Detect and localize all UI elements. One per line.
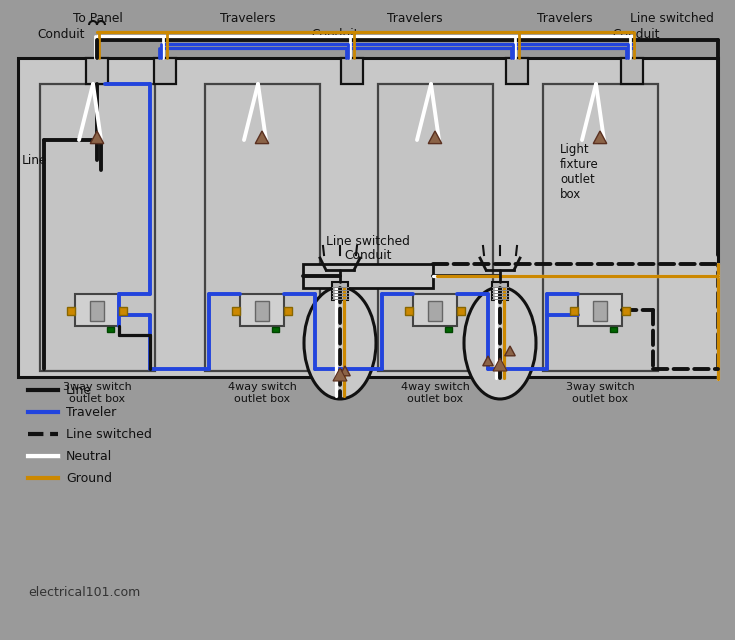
FancyBboxPatch shape <box>40 84 155 371</box>
FancyBboxPatch shape <box>154 58 176 84</box>
Text: To Panel: To Panel <box>73 12 123 25</box>
Text: Neutral: Neutral <box>66 449 112 463</box>
Text: 4way switch
outlet box: 4way switch outlet box <box>228 382 296 404</box>
FancyBboxPatch shape <box>492 282 508 300</box>
FancyBboxPatch shape <box>593 301 607 321</box>
Text: 3way switch
outlet box: 3way switch outlet box <box>62 382 132 404</box>
Text: Conduit: Conduit <box>311 28 359 41</box>
FancyBboxPatch shape <box>445 327 452 332</box>
Text: Line switched: Line switched <box>630 12 714 25</box>
FancyBboxPatch shape <box>413 294 457 326</box>
FancyBboxPatch shape <box>457 307 465 315</box>
Text: Line: Line <box>66 383 92 397</box>
Text: Line: Line <box>22 154 48 166</box>
FancyBboxPatch shape <box>284 307 292 315</box>
Ellipse shape <box>304 287 376 399</box>
FancyBboxPatch shape <box>107 327 114 332</box>
Text: Line switched: Line switched <box>66 428 152 440</box>
Text: Light
fixture
outlet
box: Light fixture outlet box <box>560 143 599 201</box>
Polygon shape <box>255 131 269 143</box>
FancyBboxPatch shape <box>119 307 127 315</box>
FancyBboxPatch shape <box>543 84 658 371</box>
Polygon shape <box>593 131 607 143</box>
Polygon shape <box>429 131 442 143</box>
Text: 4way switch
outlet box: 4way switch outlet box <box>401 382 470 404</box>
FancyBboxPatch shape <box>303 264 433 288</box>
Text: Ground: Ground <box>66 472 112 484</box>
Polygon shape <box>340 366 351 376</box>
Text: Conduit: Conduit <box>37 28 85 41</box>
Text: Conduit: Conduit <box>344 249 392 262</box>
FancyBboxPatch shape <box>506 58 528 84</box>
FancyBboxPatch shape <box>610 327 617 332</box>
FancyBboxPatch shape <box>622 307 630 315</box>
Text: Travelers: Travelers <box>220 12 276 25</box>
FancyBboxPatch shape <box>405 307 413 315</box>
Text: Conduit: Conduit <box>612 28 660 41</box>
FancyBboxPatch shape <box>90 301 104 321</box>
Ellipse shape <box>464 287 536 399</box>
Text: Line switched: Line switched <box>326 235 410 248</box>
Text: 3way switch
outlet box: 3way switch outlet box <box>566 382 634 404</box>
FancyBboxPatch shape <box>570 307 578 315</box>
FancyBboxPatch shape <box>272 327 279 332</box>
FancyBboxPatch shape <box>86 58 108 84</box>
FancyBboxPatch shape <box>67 307 75 315</box>
FancyBboxPatch shape <box>341 58 363 84</box>
FancyBboxPatch shape <box>428 301 442 321</box>
FancyBboxPatch shape <box>232 307 240 315</box>
Polygon shape <box>333 368 347 381</box>
Polygon shape <box>505 346 515 356</box>
FancyBboxPatch shape <box>255 301 269 321</box>
Text: Traveler: Traveler <box>66 406 116 419</box>
Polygon shape <box>90 131 104 143</box>
FancyBboxPatch shape <box>18 58 718 377</box>
Text: Travelers: Travelers <box>387 12 442 25</box>
Polygon shape <box>493 358 507 371</box>
FancyBboxPatch shape <box>75 294 119 326</box>
Text: electrical101.com: electrical101.com <box>28 586 140 598</box>
Text: Travelers: Travelers <box>537 12 593 25</box>
FancyBboxPatch shape <box>205 84 320 371</box>
FancyBboxPatch shape <box>378 84 493 371</box>
FancyBboxPatch shape <box>240 294 284 326</box>
FancyBboxPatch shape <box>332 282 348 300</box>
FancyBboxPatch shape <box>578 294 622 326</box>
FancyBboxPatch shape <box>621 58 643 84</box>
Polygon shape <box>483 356 493 366</box>
